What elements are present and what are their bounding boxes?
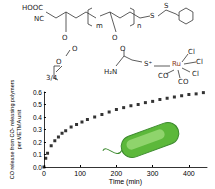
- svg-text:0.2: 0.2: [33, 139, 42, 146]
- svg-text:per METMA unit: per METMA unit: [16, 109, 22, 149]
- svg-text:0.5: 0.5: [33, 101, 42, 108]
- svg-text:S⁺: S⁺: [144, 60, 152, 68]
- svg-text:n: n: [137, 22, 141, 30]
- svg-text:S: S: [164, 2, 169, 10]
- svg-text:Cl: Cl: [192, 70, 199, 78]
- svg-text:Cl: Cl: [188, 48, 195, 56]
- svg-text:0.3: 0.3: [33, 126, 42, 133]
- svg-text:H₂N: H₂N: [104, 68, 117, 76]
- svg-text:100: 100: [74, 170, 86, 177]
- svg-text:200: 200: [111, 170, 123, 177]
- svg-text:NC: NC: [34, 15, 44, 23]
- svg-text:0.4: 0.4: [33, 114, 42, 121]
- svg-text:O: O: [72, 45, 78, 53]
- svg-text:Cl: Cl: [196, 58, 203, 66]
- svg-text:O: O: [62, 34, 68, 42]
- svg-text:Time (min): Time (min): [109, 178, 142, 186]
- svg-text:CO: CO: [178, 78, 189, 86]
- svg-text:CO release from CO- releasing: CO release from CO- releasing polymers: [9, 79, 15, 179]
- svg-text:0.6: 0.6: [33, 89, 42, 96]
- svg-text:O: O: [120, 45, 126, 53]
- svg-text:Ru: Ru: [172, 60, 181, 68]
- svg-text:0.1: 0.1: [33, 151, 42, 158]
- svg-text:0.0: 0.0: [33, 164, 42, 171]
- svg-text:300: 300: [147, 170, 159, 177]
- svg-text:3/4: 3/4: [46, 74, 58, 82]
- svg-text:HOOC: HOOC: [22, 4, 43, 12]
- svg-text:O: O: [56, 58, 62, 66]
- svg-text:400: 400: [183, 170, 195, 177]
- svg-text:0: 0: [42, 170, 46, 177]
- svg-text:CO: CO: [158, 72, 169, 80]
- svg-text:O: O: [112, 34, 118, 42]
- svg-text:m: m: [96, 22, 103, 30]
- svg-text:S: S: [150, 12, 155, 20]
